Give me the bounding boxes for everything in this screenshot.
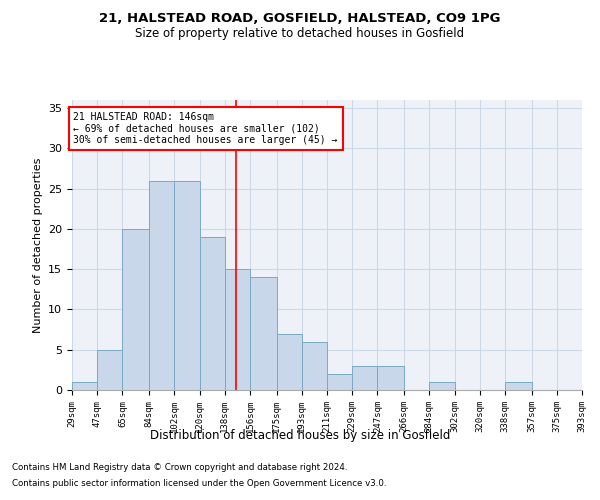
Bar [377,366,404,390]
Text: Size of property relative to detached houses in Gosfield: Size of property relative to detached ho… [136,28,464,40]
Bar [122,229,149,390]
Bar [225,269,250,390]
Text: Contains public sector information licensed under the Open Government Licence v3: Contains public sector information licen… [12,478,386,488]
Bar [250,277,277,390]
Bar [149,180,174,390]
Text: Contains HM Land Registry data © Crown copyright and database right 2024.: Contains HM Land Registry data © Crown c… [12,464,347,472]
Text: 21, HALSTEAD ROAD, GOSFIELD, HALSTEAD, CO9 1PG: 21, HALSTEAD ROAD, GOSFIELD, HALSTEAD, C… [99,12,501,26]
Bar [302,342,327,390]
Text: 21 HALSTEAD ROAD: 146sqm
← 69% of detached houses are smaller (102)
30% of semi-: 21 HALSTEAD ROAD: 146sqm ← 69% of detach… [73,112,338,146]
Bar [277,334,302,390]
Bar [199,237,225,390]
Bar [327,374,352,390]
Bar [72,382,97,390]
Bar [505,382,532,390]
Bar [429,382,455,390]
Bar [174,180,199,390]
Text: Distribution of detached houses by size in Gosfield: Distribution of detached houses by size … [150,428,450,442]
Bar [352,366,377,390]
Y-axis label: Number of detached properties: Number of detached properties [32,158,43,332]
Bar [97,350,122,390]
